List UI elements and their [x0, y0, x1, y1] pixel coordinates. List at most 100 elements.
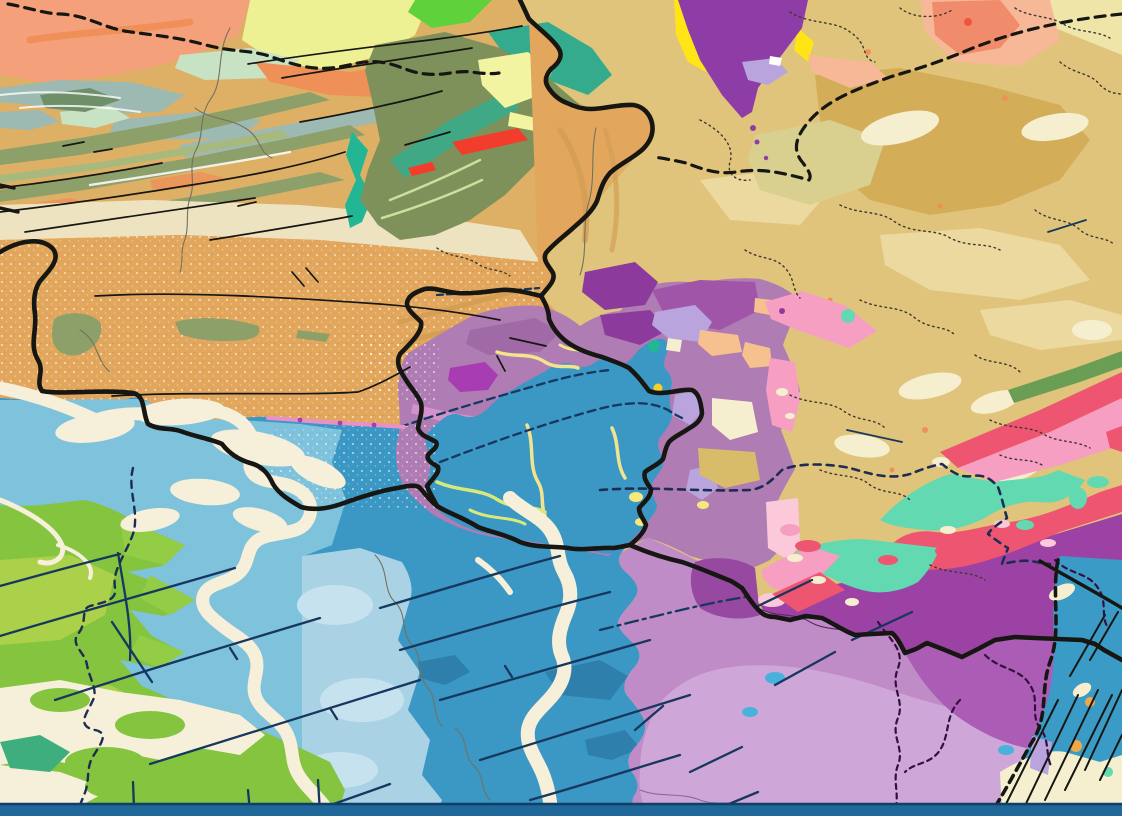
olive-patch: [175, 318, 260, 342]
mint-island: [1069, 487, 1087, 509]
purple-interface-dot: [337, 420, 343, 426]
mountain-border-solid: [1038, 559, 1122, 610]
mint-island: [1016, 520, 1034, 530]
cream-patch: [898, 372, 962, 400]
bottom-edge-bar: [0, 802, 1122, 816]
dark-green-strip: [1008, 351, 1122, 403]
mint-mass: [880, 470, 1085, 531]
orange-speck: [865, 49, 871, 55]
cream-patch: [666, 338, 682, 352]
admin-thin-lines: [79, 27, 597, 801]
olive-khaki-patch: [748, 120, 885, 205]
mauve-dark-patch: [466, 318, 560, 355]
purple-dot: [763, 155, 769, 161]
khaki-patch: [698, 448, 760, 488]
region-border-east: [538, 293, 1122, 663]
cream-patch: [970, 390, 1020, 414]
mint-band-west: [794, 539, 940, 593]
dashed-purple-borders: [876, 558, 1110, 812]
yellow-stream: [525, 423, 547, 517]
orchid-pale-area: [639, 665, 1028, 816]
orange-speck: [1002, 95, 1008, 101]
green-finger: [128, 635, 185, 668]
salmon-streak: [26, 18, 194, 44]
layer-east-bands: [758, 351, 1122, 660]
peach-patch: [698, 330, 742, 356]
river-west: [0, 381, 340, 816]
dashed-boundary-east: [598, 462, 1052, 566]
mountain-border-dashed: [990, 558, 1060, 814]
pink-band: [958, 398, 1122, 482]
pink-spot: [780, 524, 800, 536]
purple-interface-dot: [297, 417, 303, 423]
teal-gray-band: [0, 110, 60, 130]
region-border-central: [395, 0, 655, 509]
wetland-blob: [290, 455, 346, 489]
yellow-green-stream: [468, 508, 527, 526]
cream-spot: [785, 413, 795, 419]
cream-bit: [845, 598, 859, 606]
teal-green-blob: [0, 735, 70, 772]
deep-purple-patch: [600, 310, 668, 345]
green-island: [115, 711, 185, 739]
yellow-fringe: [794, 28, 814, 62]
mountain-stripe-faults: [1001, 611, 1122, 813]
layer-purple-wedge: [674, 0, 888, 161]
dotted-minor-borders: [436, 7, 1122, 581]
dashed-border-north: [6, 2, 501, 77]
green-island: [65, 747, 145, 777]
red-blob: [795, 540, 821, 552]
yellow-blob: [697, 501, 709, 509]
purple-interface-dot: [371, 422, 377, 428]
cream-river-small: [56, 543, 93, 580]
cream-patch: [712, 398, 758, 440]
cream-bit: [810, 576, 826, 584]
wetland-blob: [170, 478, 240, 506]
yellow-blob: [629, 492, 643, 502]
purple-dot: [754, 139, 760, 145]
red-blob: [878, 555, 898, 565]
purple-dot: [750, 125, 756, 131]
deep-purple-patch: [582, 262, 658, 310]
crimson-band: [940, 372, 1122, 468]
peach-patch: [742, 342, 772, 368]
pale-pink-spot: [994, 520, 1010, 528]
river-branch: [475, 557, 513, 595]
orange-lens: [150, 172, 225, 189]
small-lake: [998, 745, 1014, 755]
teal-spot: [648, 340, 660, 352]
orange-speck: [922, 427, 928, 433]
crimson-blob-west: [772, 572, 845, 612]
river-central: [503, 491, 578, 816]
pale-green-patch: [60, 106, 130, 128]
red-dyke: [452, 128, 528, 155]
dark-blue-patch: [585, 730, 640, 760]
olive-patch: [52, 313, 102, 356]
paler-blue-patch: [320, 678, 404, 722]
sage-stripe: [0, 130, 290, 183]
tan-streak: [602, 127, 620, 253]
pink-interface-streak: [266, 416, 406, 429]
green-island: [85, 772, 165, 800]
orange-speck: [889, 467, 895, 473]
purple-dot: [779, 308, 785, 314]
pale-green-streak: [380, 178, 484, 220]
yellow-dot: [653, 383, 663, 393]
salmon-blob: [932, 0, 1020, 55]
cream-spot: [776, 388, 788, 396]
tan-streak: [397, 287, 523, 325]
green-finger: [140, 575, 195, 615]
pale-khaki-patch: [880, 228, 1090, 300]
cream-patch: [1021, 112, 1089, 142]
layer-green-upland: [0, 497, 345, 816]
bright-green-unit: [408, 0, 492, 28]
cream-bit: [940, 526, 956, 534]
region-border-west: [0, 239, 633, 552]
layer-central-mauve: [268, 262, 877, 574]
yellow-stream: [495, 350, 580, 370]
cream-patch: [834, 434, 890, 458]
cream-bit: [787, 554, 803, 562]
dashed-boundary-west: [74, 466, 137, 816]
peach-right-patch: [808, 55, 888, 88]
